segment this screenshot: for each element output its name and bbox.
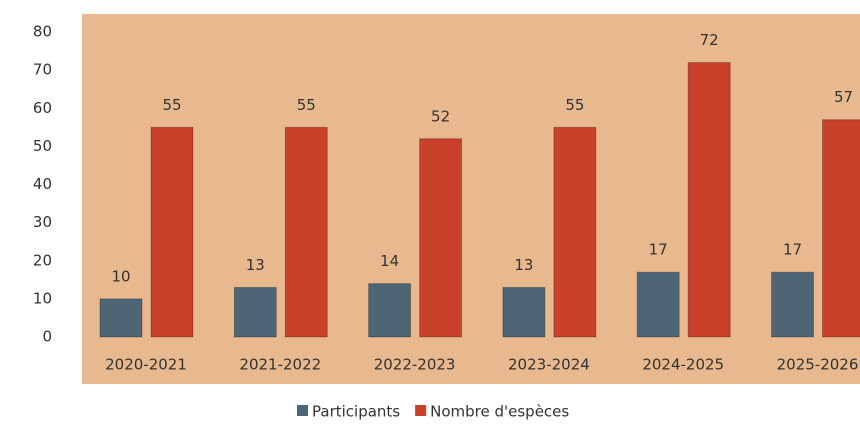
data-label: 14	[380, 252, 399, 270]
y-tick-label: 80	[33, 23, 52, 41]
data-label: 17	[783, 241, 802, 259]
data-label: 55	[162, 96, 181, 114]
bar	[636, 271, 680, 338]
x-tick-label: 2020-2021	[105, 356, 187, 374]
data-label: 55	[297, 96, 316, 114]
bar	[822, 119, 860, 338]
bar	[687, 62, 731, 338]
legend: Participants Nombre d'espèces	[297, 403, 569, 421]
x-tick-label: 2024-2025	[642, 356, 724, 374]
x-tick-label: 2022-2023	[374, 356, 456, 374]
y-tick-label: 10	[33, 289, 52, 307]
data-label: 57	[834, 88, 853, 106]
bar	[771, 271, 814, 338]
bar	[99, 298, 143, 338]
bar	[150, 126, 194, 338]
data-label: 17	[649, 241, 668, 259]
y-tick-label: 30	[33, 213, 52, 231]
data-label: 13	[246, 256, 265, 274]
data-label: 52	[431, 107, 450, 125]
data-label: 10	[111, 267, 130, 285]
plot-background	[82, 14, 860, 384]
legend-swatch	[297, 405, 308, 416]
bar	[553, 126, 597, 338]
bar	[368, 283, 412, 338]
x-tick-label: 2025-2026	[777, 356, 859, 374]
x-tick-label: 2023-2024	[508, 356, 590, 374]
legend-label: Nombre d'espèces	[430, 403, 569, 421]
y-tick-label: 50	[33, 137, 52, 155]
bar	[419, 138, 463, 338]
bar	[284, 126, 328, 338]
bar	[233, 286, 277, 338]
legend-swatch	[415, 405, 427, 416]
bar	[502, 286, 546, 338]
y-tick-label: 70	[33, 61, 52, 79]
data-label: 72	[700, 31, 719, 49]
y-tick-label: 0	[42, 328, 52, 346]
data-label: 13	[514, 256, 533, 274]
y-tick-label: 40	[33, 175, 52, 193]
legend-label: Participants	[312, 403, 400, 421]
y-tick-label: 20	[33, 251, 52, 269]
y-tick-label: 60	[33, 99, 52, 117]
x-tick-label: 2021-2022	[239, 356, 321, 374]
data-label: 55	[565, 96, 584, 114]
